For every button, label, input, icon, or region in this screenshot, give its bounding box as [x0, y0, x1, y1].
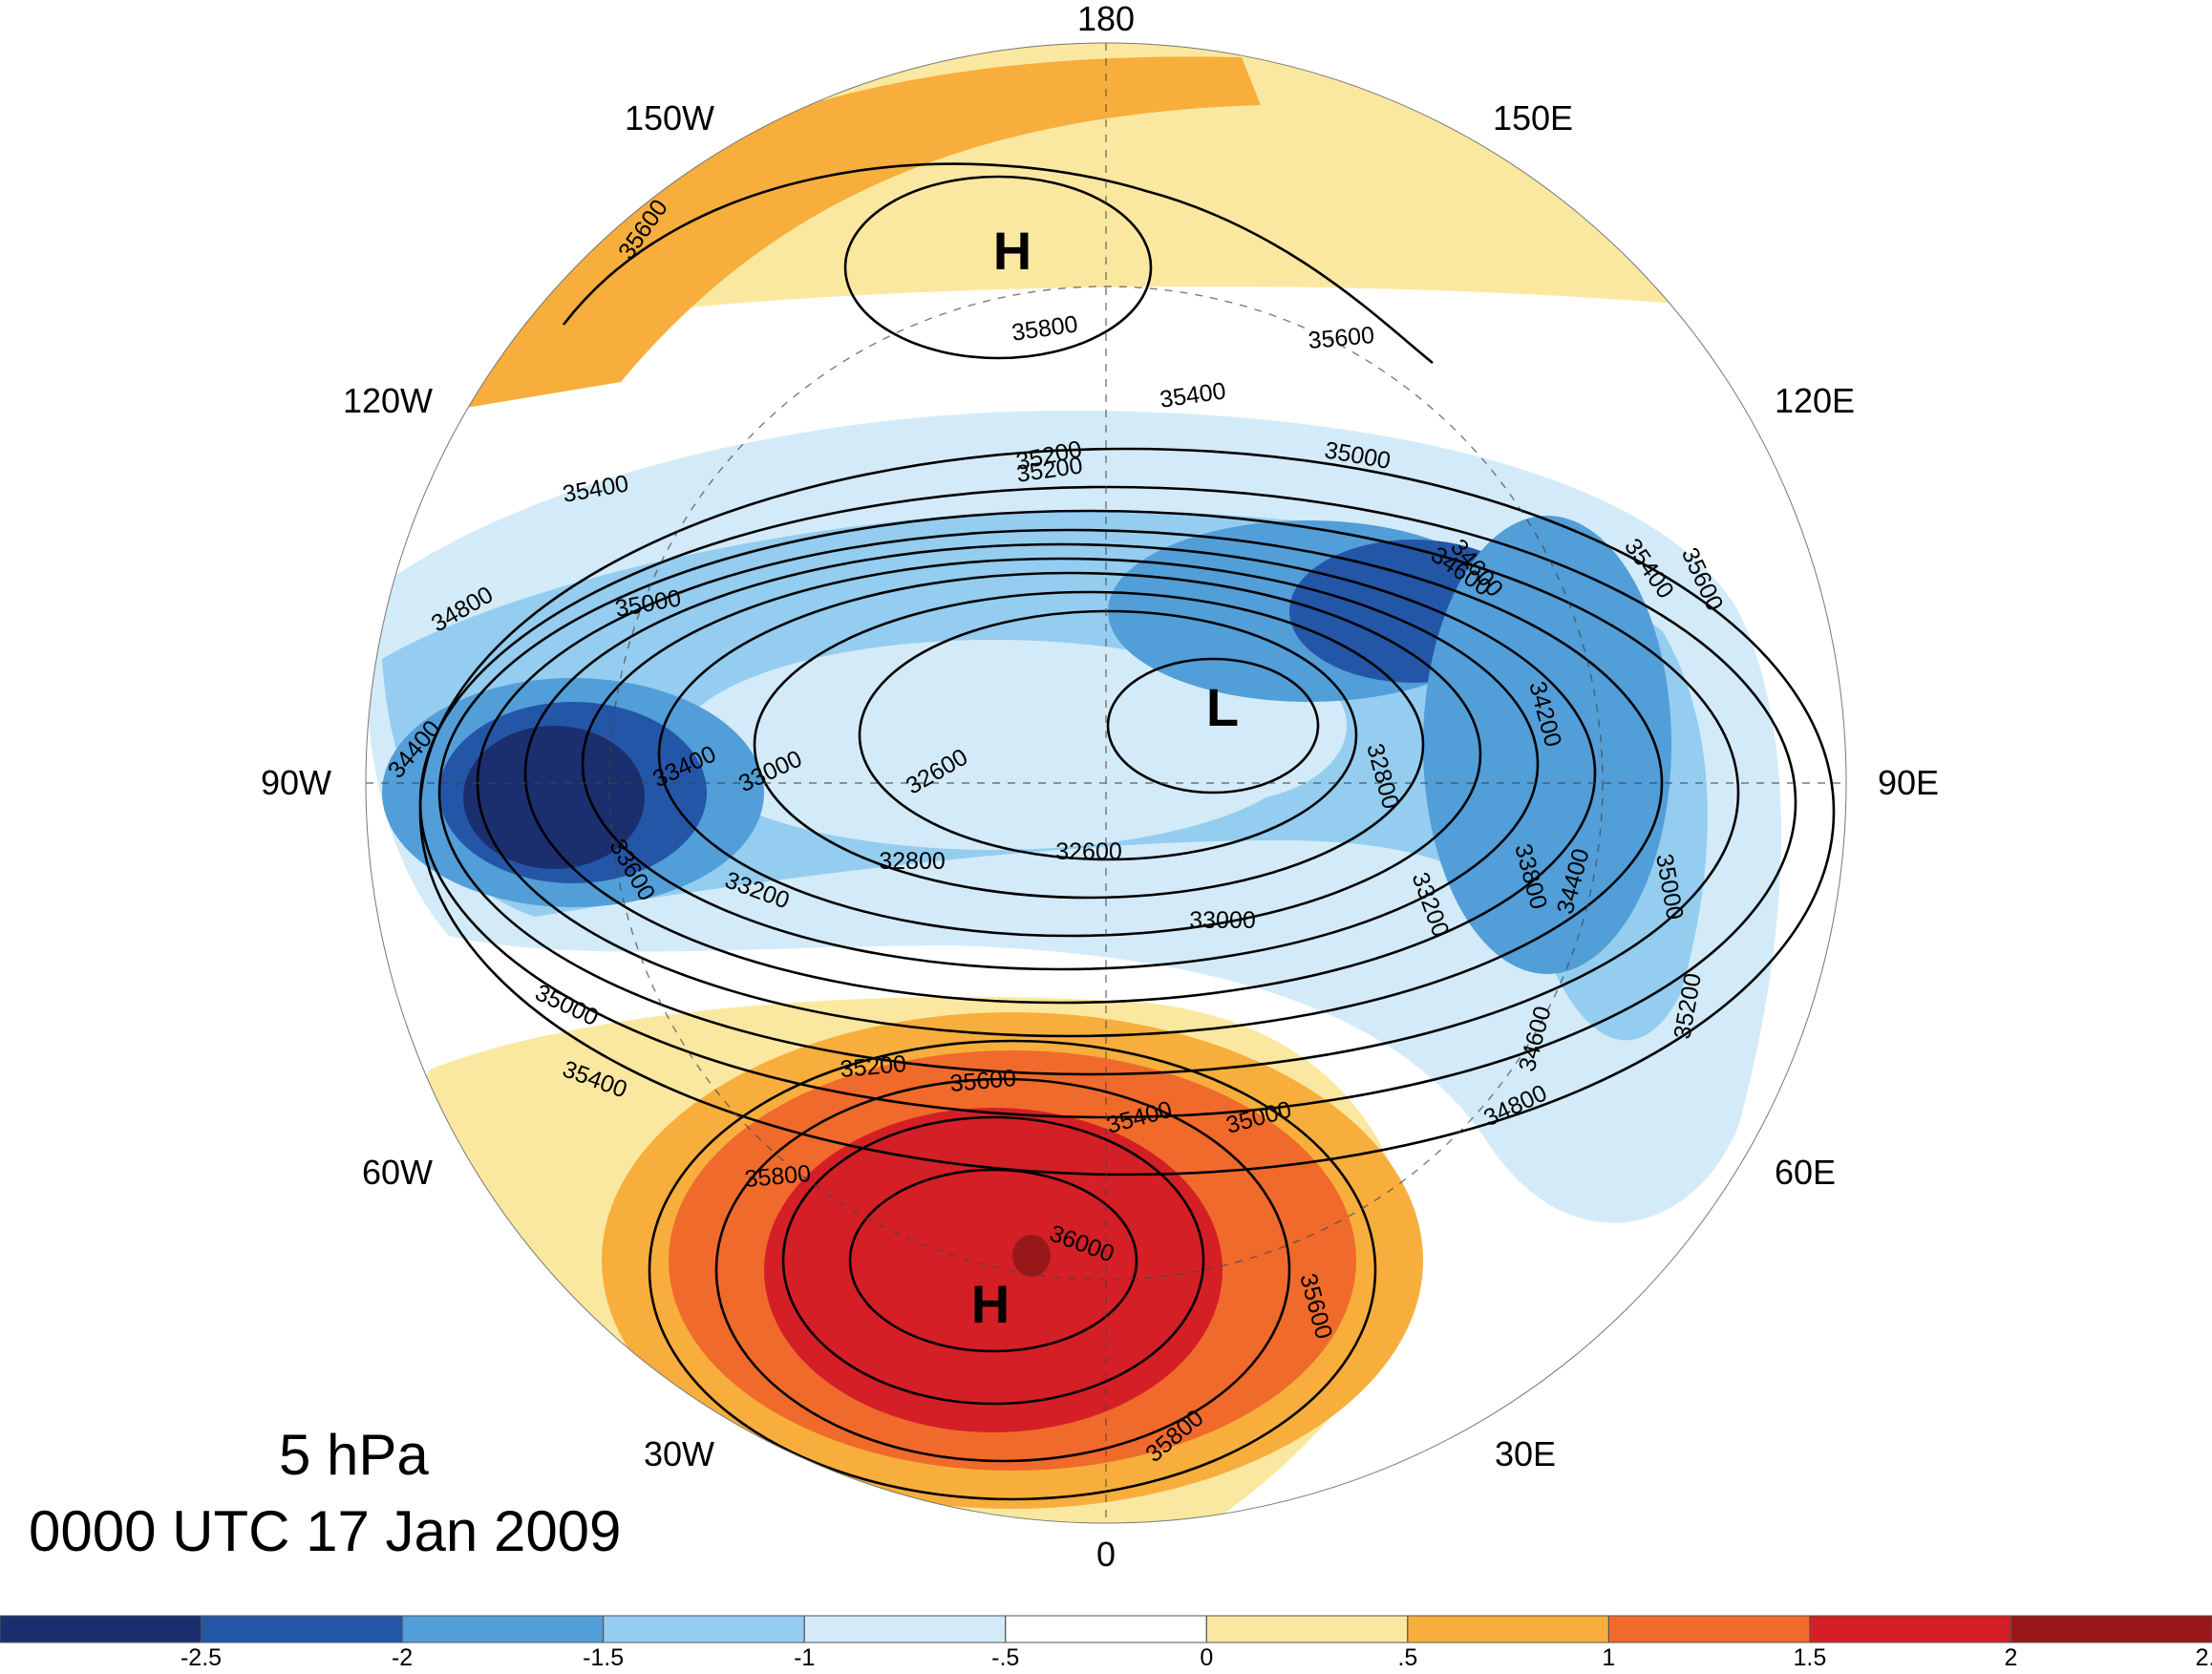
lon-label-60w: 60W	[362, 1153, 433, 1192]
map-boundary	[365, 42, 1847, 1524]
colorbar-swatch	[401, 1615, 605, 1643]
pressure-level-title: 5 hPa	[279, 1423, 429, 1487]
colorbar: -2.5 -2 -1.5 -1 -.5 0 .5 1 1.5 2 2.5	[0, 1615, 2212, 1671]
colorbar-swatch	[0, 1615, 202, 1643]
colorbar-swatch	[1407, 1615, 1609, 1643]
lon-label-150w: 150W	[625, 98, 714, 138]
colorbar-tick-label: 1	[1602, 1644, 1615, 1671]
colorbar-swatch	[1809, 1615, 2011, 1643]
lon-label-90w: 90W	[261, 763, 331, 802]
colorbar-tick-label: -1.5	[583, 1644, 624, 1671]
colorbar-tick-label: 2	[2005, 1644, 2018, 1671]
colorbar-tick-label: .5	[1397, 1644, 1417, 1671]
colorbar-tick-label: -2	[392, 1644, 413, 1671]
colorbar-swatch	[2010, 1615, 2212, 1643]
graticule	[366, 43, 1846, 1523]
lon-label-0: 0	[1096, 1535, 1116, 1574]
colorbar-swatch	[803, 1615, 1007, 1643]
high-center-atlantic: H	[971, 1274, 1010, 1334]
anomaly-shading	[366, 43, 1846, 1523]
lon-label-120e: 120E	[1775, 381, 1855, 420]
colorbar-swatch	[201, 1615, 403, 1643]
high-center-pacific: H	[993, 221, 1032, 281]
colorbar-swatch	[1607, 1615, 1811, 1643]
lon-label-180: 180	[1077, 0, 1135, 38]
colorbar-swatch	[1005, 1615, 1207, 1643]
lon-label-60e: 60E	[1775, 1153, 1836, 1192]
valid-time-title: 0000 UTC 17 Jan 2009	[29, 1499, 622, 1563]
colorbar-swatch	[1205, 1615, 1409, 1643]
contour-label: 35800	[743, 1160, 812, 1193]
colorbar-tick-label: 0	[1200, 1644, 1213, 1671]
lon-label-120w: 120W	[343, 381, 433, 420]
contour-label: 32600	[1055, 838, 1122, 865]
colorbar-tick-label: -.5	[991, 1644, 1019, 1671]
colorbar-tick-label: 1.5	[1794, 1644, 1827, 1671]
colorbar-tick-label: -1	[794, 1644, 815, 1671]
colorbar-swatch	[603, 1615, 805, 1643]
colorbar-tick-label: 2.5	[2196, 1644, 2212, 1671]
low-center-polar: L	[1206, 677, 1239, 737]
lon-label-90e: 90E	[1878, 763, 1939, 802]
contour-label: 33000	[1189, 907, 1256, 934]
lon-label-30e: 30E	[1495, 1434, 1556, 1473]
contour-label: 32800	[879, 848, 946, 875]
contour-label: 35600	[948, 1065, 1017, 1097]
lon-label-150e: 150E	[1493, 98, 1573, 138]
contour-label: 35200	[839, 1050, 907, 1083]
contour-label: 35600	[1307, 322, 1375, 354]
lon-label-30w: 30W	[644, 1434, 714, 1473]
colorbar-tick-label: -2.5	[181, 1644, 222, 1671]
